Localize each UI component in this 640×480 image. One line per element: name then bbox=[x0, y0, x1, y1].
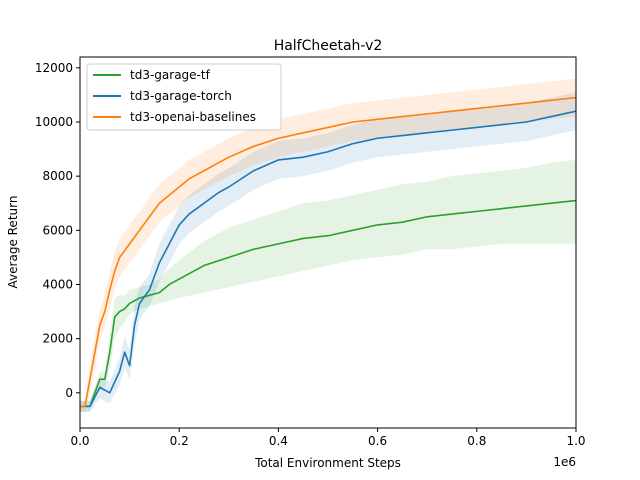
plot-frame bbox=[79, 56, 577, 429]
x-tick-label: 0.4 bbox=[269, 434, 288, 448]
legend-label-series-2: td3-garage-torch bbox=[130, 89, 232, 103]
y-axis-ticks: 0 2000 4000 6000 8000 10000 12000 bbox=[35, 61, 80, 400]
line-series-1 bbox=[80, 199, 576, 408]
band-series-3 bbox=[80, 78, 576, 412]
x-tick-label: 0.2 bbox=[170, 434, 189, 448]
series-lines bbox=[80, 96, 576, 408]
y-tick-label: 6000 bbox=[42, 223, 73, 237]
x-tick-label: 0.6 bbox=[368, 434, 387, 448]
y-tick-label: 8000 bbox=[42, 169, 73, 183]
x-axis-offset-label: 1e6 bbox=[553, 455, 576, 469]
line-series-3 bbox=[80, 96, 576, 408]
x-tick-label: 0.0 bbox=[70, 434, 89, 448]
y-tick-label: 4000 bbox=[42, 277, 73, 291]
chart-title: HalfCheetah-v2 bbox=[274, 38, 383, 54]
y-tick-label: 2000 bbox=[42, 332, 73, 346]
y-tick-label: 10000 bbox=[35, 115, 73, 129]
legend-label-series-1: td3-garage-tf bbox=[130, 68, 211, 82]
line-series-2 bbox=[80, 110, 576, 408]
band-series-2 bbox=[80, 92, 576, 412]
confidence-bands bbox=[80, 78, 576, 412]
x-axis-label: Total Environment Steps bbox=[254, 456, 401, 470]
legend-label-series-3: td3-openai-baselines bbox=[130, 110, 256, 124]
y-tick-label: 12000 bbox=[35, 61, 73, 75]
x-tick-label: 1.0 bbox=[566, 434, 585, 448]
y-axis-label: Average Return bbox=[6, 196, 20, 289]
legend-box bbox=[86, 63, 282, 131]
y-tick-label: 0 bbox=[65, 386, 73, 400]
legend: td3-garage-tf td3-garage-torch td3-openai-… bbox=[86, 63, 282, 131]
x-axis-ticks: 0.0 0.2 0.4 0.6 0.8 1.0 bbox=[70, 428, 586, 448]
x-tick-label: 0.8 bbox=[467, 434, 486, 448]
band-series-1 bbox=[80, 159, 576, 412]
